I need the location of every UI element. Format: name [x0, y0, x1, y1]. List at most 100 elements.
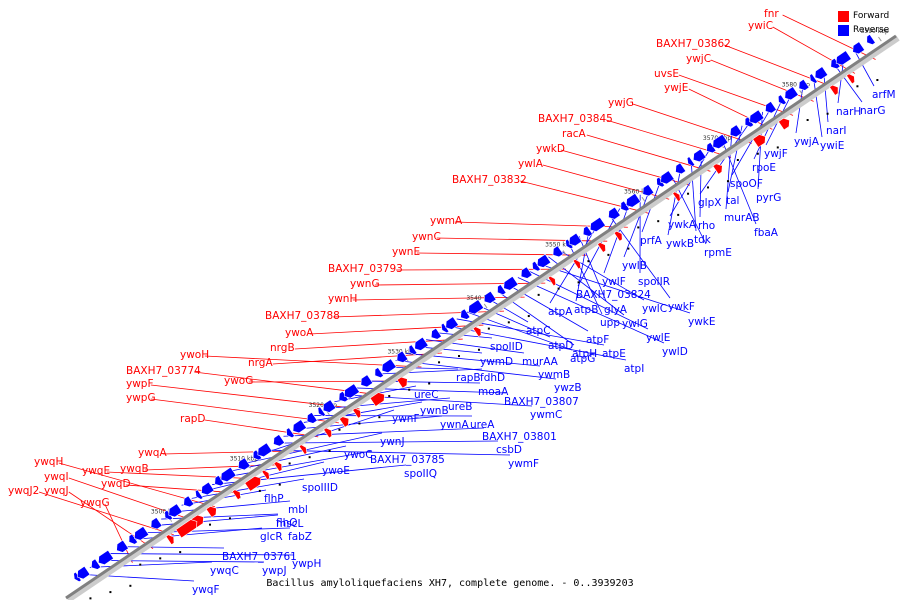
minor-feature-mark — [587, 260, 590, 263]
reverse-gene-label-ywmc: ywmC — [530, 409, 562, 421]
reverse-gene — [292, 419, 307, 434]
tick-label: 3540 kbp — [466, 295, 494, 302]
forward-gene-label-baxh7-03832: BAXH7_03832 — [452, 174, 527, 186]
forward-gene — [205, 505, 217, 518]
reverse-gene-label-baxh7-03801: BAXH7_03801 — [482, 431, 557, 443]
reverse-gene-label-arfm: arfM — [872, 89, 896, 101]
tick-mark — [878, 36, 882, 42]
minor-feature-mark — [258, 489, 261, 492]
reverse-gene — [777, 94, 787, 106]
reverse-gene — [589, 216, 606, 232]
reverse-gene — [830, 57, 841, 70]
reverse-gene-leader — [527, 270, 649, 330]
reverse-gene-label-pyrg: pyrG — [756, 192, 781, 204]
minor-feature-mark — [388, 395, 391, 398]
legend-reverse: Reverse — [838, 23, 900, 37]
reverse-gene-label-ywmb: ywmB — [538, 369, 570, 381]
reverse-gene-label-ywnb: ywnB — [420, 405, 449, 417]
map-caption: Bacillus amyloliquefaciens XH7, complete… — [266, 578, 634, 589]
forward-gene-leader — [374, 282, 546, 286]
reverse-gene-label-rpme: rpmE — [704, 247, 732, 259]
reverse-gene — [765, 101, 777, 114]
forward-gene-label-baxh7-03862: BAXH7_03862 — [656, 38, 731, 50]
label-leader-lines — [38, 14, 876, 582]
reverse-gene-label-spoiid: spoIID — [490, 341, 523, 353]
reverse-gene-leader — [725, 132, 733, 210]
reverse-gene-label-ywna: ywnA — [440, 419, 469, 431]
minor-feature-mark — [637, 226, 640, 229]
reverse-gene-leader — [120, 546, 225, 549]
minor-feature-mark — [527, 315, 530, 318]
forward-gene-label-ywpg: ywpG — [126, 392, 156, 404]
reverse-gene — [497, 284, 507, 296]
legend-forward: Forward — [838, 9, 900, 23]
tick-label: 3580 kbp — [782, 82, 810, 89]
forward-gene-leader — [125, 484, 236, 494]
forward-gene-leader — [38, 491, 174, 536]
reverse-gene-leader — [795, 84, 804, 134]
reverse-gene — [706, 141, 717, 154]
reverse-gene-label-ywkf: ywkF — [668, 301, 695, 313]
forward-gene-label-ywla: ywlA — [518, 158, 544, 170]
reverse-gene-leader — [727, 125, 743, 193]
forward-gene-label-ywic: ywiC — [748, 20, 773, 32]
reverse-gene-leader — [324, 397, 451, 410]
reverse-gene-label-baxh7-03785: BAXH7_03785 — [370, 454, 445, 466]
reverse-gene-label-baxh7-03807: BAXH7_03807 — [504, 396, 579, 408]
reverse-gene-label-ywoe: ywoE — [322, 465, 350, 477]
forward-gene — [846, 73, 855, 85]
reverse-gene-label-moaa: moaA — [478, 386, 509, 398]
reverse-gene — [338, 390, 349, 403]
forward-gene-label-ywqj: ywqJ — [44, 485, 69, 497]
reverse-gene — [582, 225, 594, 237]
reverse-gene — [809, 73, 818, 84]
forward-gene-label-ywqj2: ywqJ2 — [8, 485, 39, 497]
gene-features — [73, 34, 879, 600]
reverse-gene — [134, 525, 150, 541]
reverse-gene — [520, 266, 533, 279]
reverse-gene-label-ywjf: ywjF — [764, 148, 788, 160]
reverse-gene-label-narh: narH — [836, 106, 861, 118]
forward-gene-label-ywkd: ywkD — [536, 143, 565, 155]
reverse-gene — [343, 383, 360, 399]
reverse-gene-label-glcr: glcR — [260, 531, 283, 543]
forward-gene — [352, 407, 362, 419]
reverse-gene-label-ywph: ywpH — [292, 558, 321, 570]
minor-feature-mark — [159, 557, 162, 560]
minor-feature-mark — [438, 361, 441, 364]
forward-gene-label-rapd: rapD — [180, 413, 206, 425]
reverse-gene — [468, 299, 485, 315]
forward-gene — [572, 258, 582, 270]
reverse-gene-label-ywqc: ywqC — [210, 565, 239, 577]
reverse-gene-leader — [575, 229, 590, 302]
minor-feature-mark — [736, 158, 739, 161]
reverse-gene-label-ywlb: ywlB — [622, 260, 647, 272]
forward-gene-label-baxh7-03793: BAXH7_03793 — [328, 263, 403, 275]
reverse-gene-label-ureb: ureB — [448, 401, 472, 413]
reverse-gene-label-rho: rho — [698, 220, 715, 232]
reverse-gene — [536, 253, 552, 268]
forward-gene — [396, 376, 408, 389]
minor-feature-mark — [378, 416, 381, 419]
reverse-gene-label-ywle: ywlE — [646, 332, 670, 344]
reverse-gene-leader — [415, 346, 483, 354]
forward-gene-label-ywpf: ywpF — [126, 378, 154, 390]
minor-feature-mark — [408, 388, 411, 391]
reverse-gene — [306, 411, 318, 424]
minor-feature-mark — [826, 112, 829, 115]
reverse-gene — [784, 86, 799, 101]
reverse-gene-label-flhp: flhP — [264, 493, 284, 505]
reverse-gene-label-baxh7-03761: BAXH7_03761 — [222, 551, 297, 563]
reverse-gene-label-fbaa: fbaA — [754, 227, 779, 239]
reverse-gene-label-ywpj: ywpJ — [262, 565, 287, 577]
reverse-gene-label-urec: ureC — [414, 389, 439, 401]
reverse-gene — [201, 481, 215, 496]
reverse-gene — [116, 539, 129, 553]
reverse-gene-label-ywnj: ywnJ — [380, 436, 405, 448]
reverse-gene — [835, 50, 852, 66]
reverse-gene-leader — [252, 409, 395, 458]
reverse-gene-leader — [273, 440, 499, 444]
reverse-gene — [128, 533, 139, 545]
